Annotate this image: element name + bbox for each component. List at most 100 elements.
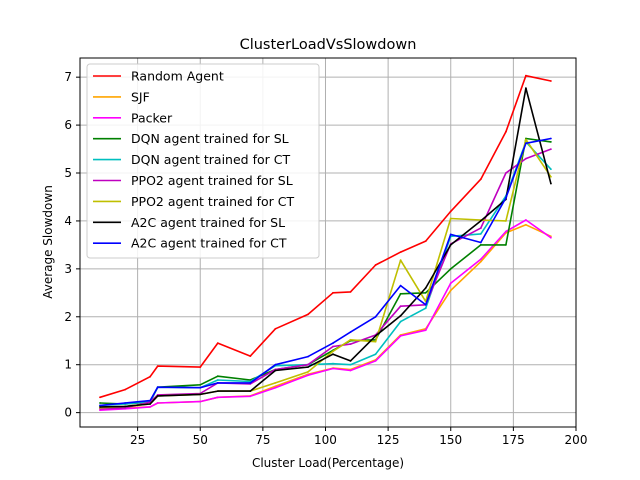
data-point — [156, 395, 159, 397]
data-point — [274, 369, 277, 372]
data-point — [349, 369, 352, 372]
y-tick-label: 4 — [64, 214, 72, 228]
y-tick-label: 5 — [64, 166, 72, 180]
data-point — [399, 335, 402, 337]
series-3 — [99, 219, 552, 412]
y-tick-label: 0 — [64, 406, 72, 420]
data-point — [216, 375, 219, 378]
data-point — [349, 331, 352, 333]
legend-label: A2C agent trained for SL — [131, 215, 285, 230]
data-point — [99, 406, 101, 408]
y-tick-label: 3 — [64, 262, 72, 276]
data-point — [332, 345, 334, 348]
data-point — [199, 366, 202, 368]
data-point — [479, 227, 482, 230]
data-point — [124, 406, 126, 409]
legend-items: Random Agent SJF Packer DQN agent trained f… — [93, 69, 295, 251]
data-point — [525, 223, 527, 226]
data-point — [505, 130, 507, 133]
data-point — [449, 210, 452, 213]
data-point — [479, 220, 482, 222]
data-point — [307, 313, 309, 316]
data-point — [216, 342, 219, 344]
data-point — [550, 175, 552, 178]
data-point — [399, 320, 402, 323]
legend-label: PPO2 agent trained for SL — [131, 173, 293, 188]
x-tick-label: 25 — [130, 433, 145, 447]
data-point — [332, 350, 334, 353]
data-point — [479, 241, 482, 244]
data-point — [349, 360, 352, 362]
data-point — [307, 374, 309, 377]
x-tick-label: 50 — [193, 433, 208, 447]
data-point — [149, 375, 152, 378]
data-point — [332, 367, 334, 370]
data-point — [525, 87, 527, 90]
data-point — [449, 233, 452, 236]
x-tick-label: 100 — [314, 433, 337, 447]
data-point — [124, 402, 126, 404]
legend-item: Random Agent — [93, 69, 224, 84]
data-point — [374, 353, 377, 356]
legend-item: SJF — [93, 89, 150, 104]
data-point — [332, 362, 334, 365]
data-point — [479, 233, 482, 235]
data-point — [449, 268, 452, 270]
legend-label: SJF — [131, 89, 150, 104]
legend-item: DQN agent trained for CT — [93, 152, 290, 167]
legend-label: DQN agent trained for CT — [131, 152, 290, 167]
data-point — [550, 236, 552, 239]
data-point — [479, 260, 482, 263]
legend-label: DQN agent trained for SL — [131, 131, 289, 146]
legend-item: Packer — [93, 110, 173, 125]
data-point — [479, 244, 482, 246]
data-point — [479, 258, 482, 261]
data-point — [349, 338, 352, 341]
data-point — [525, 74, 527, 77]
data-point — [424, 303, 427, 306]
data-point — [199, 386, 202, 389]
data-point — [99, 409, 101, 412]
data-point — [424, 291, 427, 294]
data-point — [307, 366, 309, 368]
data-point — [550, 148, 552, 151]
data-point — [216, 379, 219, 381]
data-point — [550, 168, 552, 171]
data-point — [449, 289, 452, 292]
data-point — [156, 365, 159, 367]
x-axis-ticks: 25 50 75 100 125 150 175 200 — [130, 427, 587, 447]
data-point — [99, 402, 101, 404]
data-point — [525, 142, 527, 145]
legend-item: PPO2 agent trained for SL — [93, 173, 293, 188]
data-point — [332, 353, 334, 356]
x-tick-label: 200 — [565, 433, 588, 447]
y-axis-ticks: 0 1 2 3 4 5 6 7 — [64, 70, 80, 420]
data-point — [424, 307, 427, 310]
y-axis-label: Average Slowdown — [41, 185, 55, 299]
data-point — [124, 405, 126, 408]
plot-area — [79, 57, 577, 428]
legend-label: A2C agent trained for CT — [131, 236, 287, 251]
data-point — [525, 219, 527, 221]
data-point — [216, 396, 219, 399]
data-point — [156, 402, 159, 404]
data-point — [274, 327, 277, 330]
y-tick-label: 1 — [64, 358, 72, 372]
data-point — [149, 403, 152, 405]
data-point — [307, 355, 309, 358]
data-point — [149, 399, 152, 402]
data-point — [307, 371, 309, 373]
data-point — [349, 363, 352, 366]
data-point — [349, 291, 352, 293]
data-point — [399, 284, 402, 287]
x-axis-label: Cluster Load(Percentage) — [252, 456, 404, 470]
data-point — [525, 138, 527, 141]
legend-item: PPO2 agent trained for CT — [93, 194, 295, 209]
data-point — [249, 390, 252, 392]
data-point — [505, 197, 507, 199]
data-point — [374, 315, 377, 318]
data-point — [216, 390, 219, 392]
data-point — [424, 287, 427, 289]
legend-label: PPO2 agent trained for CT — [131, 194, 295, 209]
